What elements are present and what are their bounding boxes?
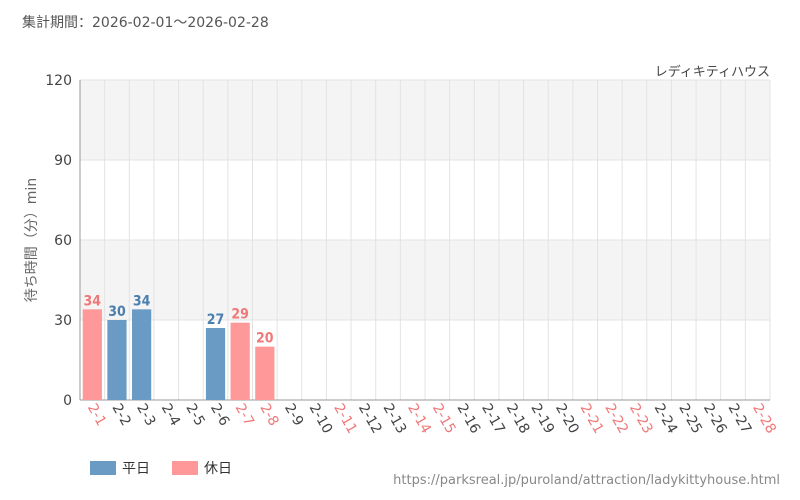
bar-value-label: 30 [108,304,126,320]
x-tick-label: 2-7 [232,401,257,429]
y-tick-label: 60 [54,233,72,249]
x-tick-label: 2-15 [429,401,459,437]
x-tick-label: 2-9 [281,401,306,429]
x-tick-label: 2-5 [182,401,207,429]
x-tick-label: 2-1 [84,401,109,429]
x-tick-label: 2-13 [380,401,410,437]
bar [255,346,275,400]
attraction-name: レディキティハウス [654,65,770,80]
bar [205,328,226,400]
bar-value-label: 29 [231,307,249,323]
legend-item-holiday[interactable]: 休日 [172,458,232,478]
x-tick-label: 2-12 [355,401,385,437]
x-tick-label: 2-28 [749,401,779,437]
weekday-swatch [90,461,116,475]
x-tick-label: 2-22 [601,401,631,437]
bar-value-label: 34 [133,293,151,309]
x-tick-label: 2-6 [207,401,232,429]
bar [82,309,102,400]
bar-value-label: 20 [256,331,274,347]
bar-value-label: 34 [84,293,102,309]
y-axis-label: 待ち時間（分）min [24,178,40,302]
x-tick-label: 2-27 [725,401,755,437]
x-tick-label: 2-3 [133,401,158,429]
x-tick-label: 2-14 [404,401,434,437]
x-tick-label: 2-16 [454,401,484,437]
x-tick-label: 2-10 [306,401,336,437]
x-tick-label: 2-19 [527,401,557,437]
x-tick-label: 2-26 [700,401,730,437]
x-tick-label: 2-2 [109,401,134,429]
x-tick-label: 2-23 [626,401,656,437]
x-tick-label: 2-11 [330,401,360,437]
x-tick-label: 2-4 [158,401,183,429]
source-url[interactable]: https://parksreal.jp/puroland/attraction… [393,473,780,488]
x-tick-label: 2-24 [651,401,681,437]
y-tick-label: 90 [54,153,72,169]
bar-value-label: 27 [207,312,225,328]
x-tick-label: 2-17 [478,401,508,437]
bar [230,322,250,400]
y-tick-label: 120 [45,73,72,89]
period-label: 集計期間：2026-02-01〜2026-02-28 [22,15,269,31]
bar [131,309,152,400]
x-tick-label: 2-25 [675,401,705,437]
legend-holiday-label: 休日 [204,461,232,477]
holiday-swatch [172,461,198,475]
y-tick-label: 0 [63,393,72,409]
bar [107,320,127,400]
x-tick-label: 2-18 [503,401,533,437]
x-tick-label: 2-8 [256,401,281,429]
y-tick-label: 30 [54,313,72,329]
x-tick-label: 2-21 [577,401,607,437]
legend-weekday-label: 平日 [122,461,150,477]
x-tick-label: 2-20 [552,401,582,437]
legend-item-weekday[interactable]: 平日 [90,458,150,478]
legend: 平日 休日 [90,458,232,478]
